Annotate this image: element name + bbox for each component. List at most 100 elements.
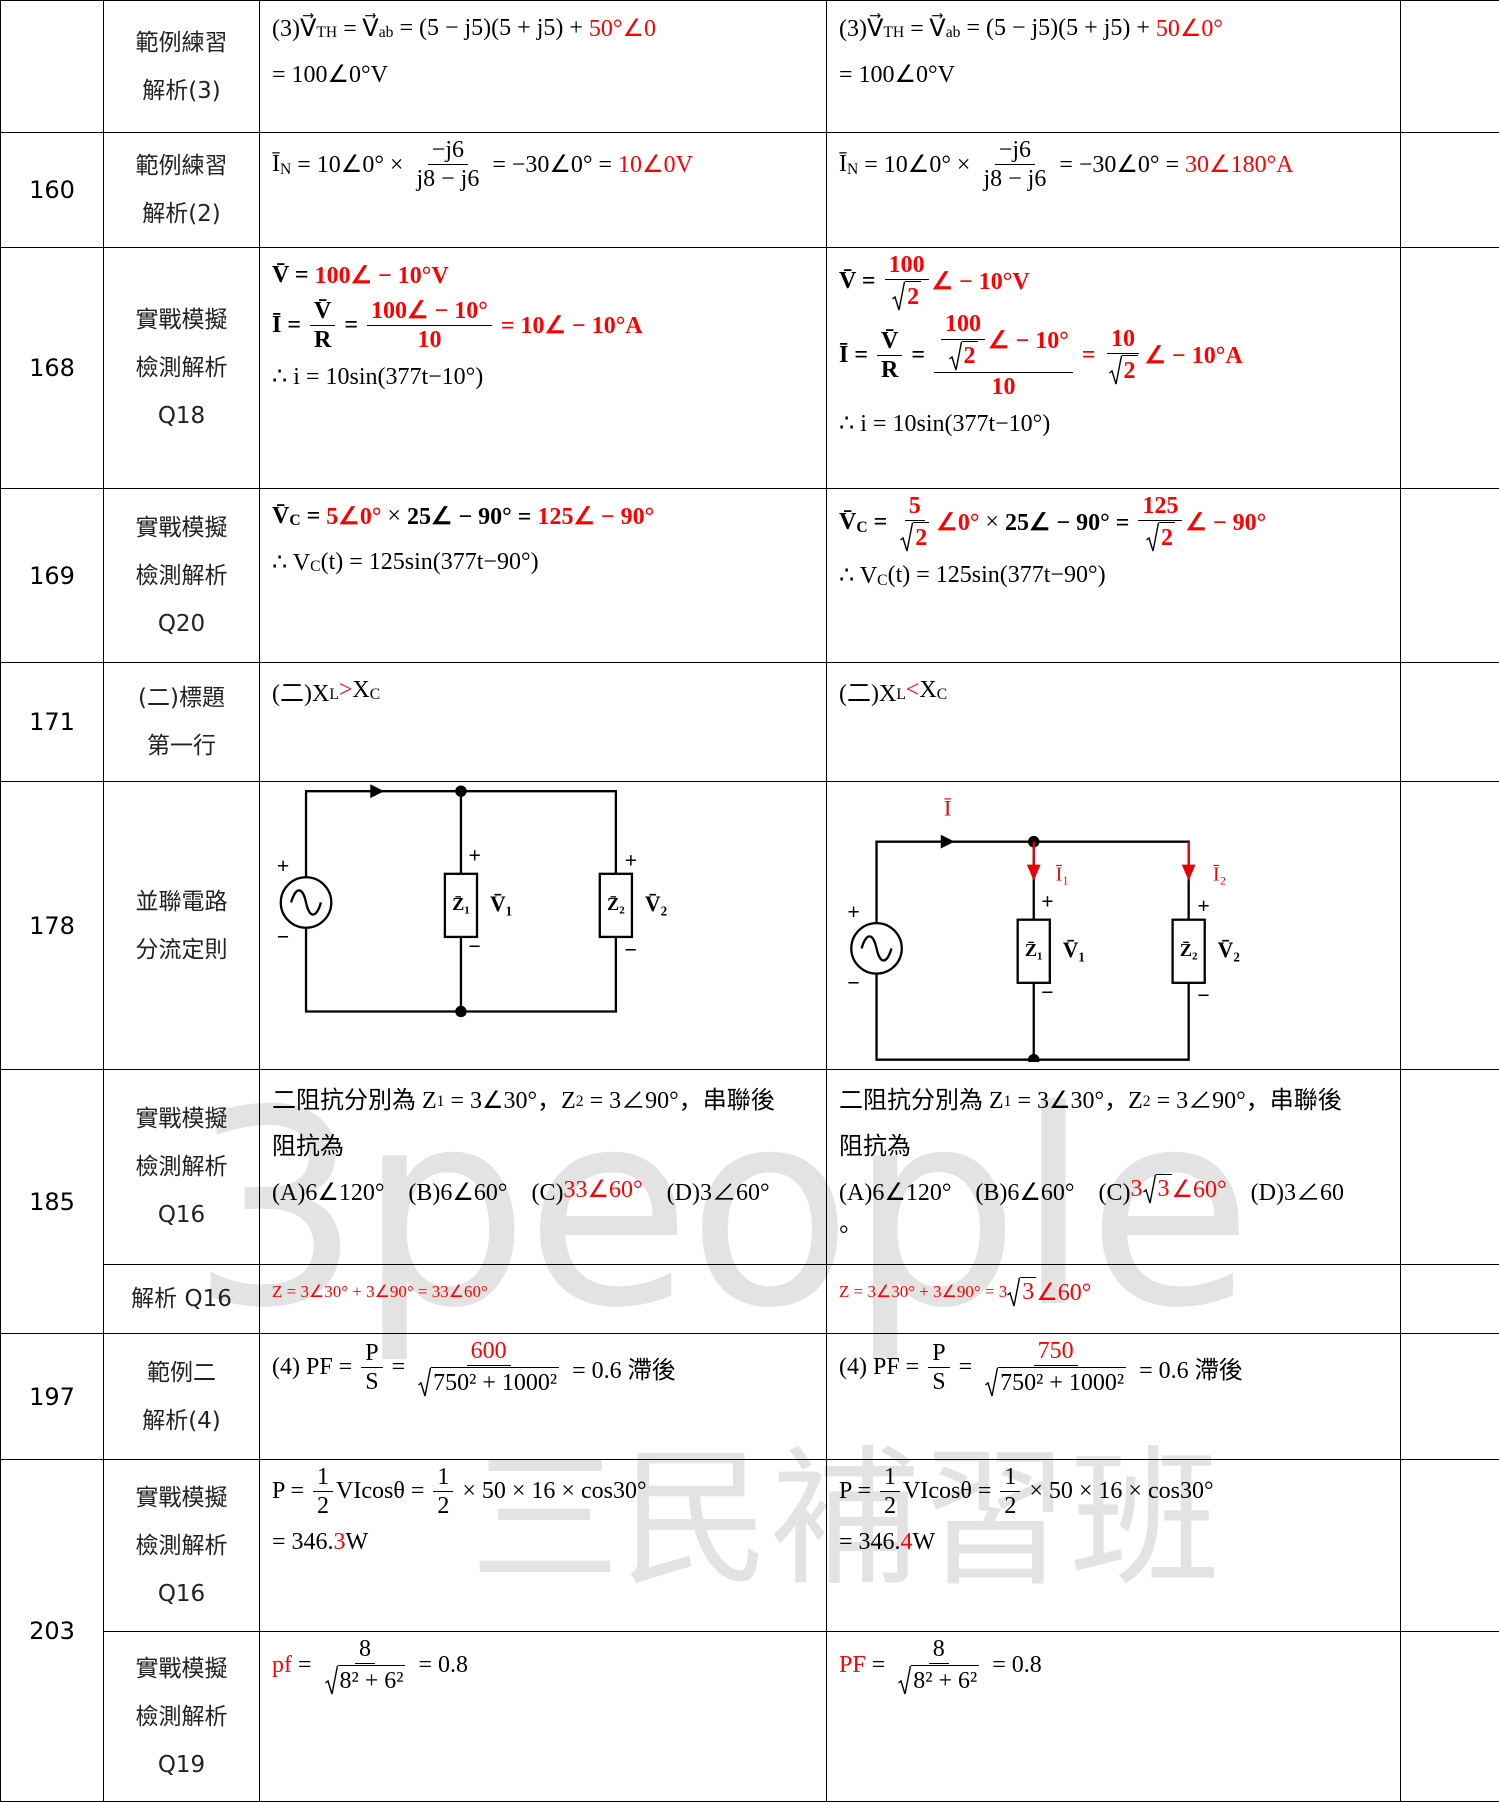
- location-line: 分流定則: [104, 926, 259, 974]
- math-text: W: [346, 1529, 369, 1556]
- fraction: V̄R: [310, 298, 335, 354]
- note: [1401, 663, 1499, 782]
- square-root: 8² + 6²: [898, 1665, 979, 1695]
- current-label: Ī₂: [1213, 865, 1226, 886]
- math-text: =: [1076, 342, 1102, 369]
- denominator: 2: [433, 1492, 453, 1519]
- denominator: S: [928, 1368, 949, 1395]
- radicand: 8² + 6²: [911, 1665, 979, 1695]
- radicand: 2: [1159, 522, 1175, 552]
- math-text: (4) PF =: [272, 1354, 358, 1381]
- math-text: =: [866, 1652, 892, 1679]
- square-root: 2: [1146, 522, 1175, 552]
- math-text: W: [913, 1529, 936, 1556]
- math-text: 2: [437, 1493, 449, 1519]
- radicand: 3: [1020, 1277, 1036, 1307]
- math-text: °: [839, 1222, 849, 1249]
- math-text: Z = 3∠30° + 3∠90° = 33∠60°: [272, 1282, 488, 1302]
- original-content: Z = 3∠30° + 3∠90° = 33∠60°: [260, 1265, 827, 1334]
- numerator: −j6: [995, 137, 1035, 165]
- current-arrow: [941, 835, 955, 849]
- formula-line: (A)6∠120° (B)6∠60° (C)33∠60° (D)3∠60°: [272, 1166, 816, 1212]
- polarity: −: [847, 971, 859, 995]
- denominator: 2: [945, 340, 982, 371]
- location: 範例二解析(4): [104, 1334, 260, 1460]
- denominator: 750² + 1000²: [981, 1366, 1130, 1397]
- math-text: 1: [437, 1464, 449, 1490]
- square-root: 8² + 6²: [325, 1665, 406, 1695]
- math-text: 4: [901, 1529, 913, 1556]
- math-text: 5∠0°: [326, 502, 381, 531]
- math-text: = 346.: [839, 1529, 901, 1556]
- math-text: =: [292, 1652, 318, 1679]
- math-text: X: [919, 677, 936, 704]
- denominator: 2: [888, 280, 925, 311]
- square-root: 750² + 1000²: [418, 1367, 559, 1397]
- square-root: 2: [1109, 355, 1138, 385]
- math-text: 10: [1111, 326, 1135, 352]
- location-line: 檢測解析: [104, 552, 259, 600]
- numerator: 1: [1000, 1464, 1020, 1492]
- math-text: = 0.6 滯後: [566, 1350, 676, 1385]
- location-line: 實戰模擬: [104, 1645, 259, 1693]
- denominator: 2: [313, 1492, 333, 1519]
- voltage-label: V̄₂: [1218, 938, 1240, 962]
- math-text: = (5 − j5)(5 + j5) +: [393, 15, 588, 42]
- math-text: = 3∠90°，串聯後: [584, 1080, 775, 1115]
- fraction: V̄R: [877, 328, 902, 384]
- math-text: 2: [964, 343, 976, 369]
- math-text: V̄: [839, 509, 856, 536]
- location-line: 實戰模擬: [104, 296, 259, 344]
- math-text: (t) = 125sin(377t−90°): [888, 562, 1106, 589]
- math-text: ab: [379, 24, 394, 42]
- note: [1401, 782, 1499, 1070]
- math-text: 1: [1004, 1464, 1016, 1490]
- numerator: 1: [433, 1464, 453, 1492]
- location-line: (二)標題: [104, 674, 259, 722]
- math-text: 二阻抗分別為 Z: [272, 1080, 437, 1115]
- math-text: 125∠ − 90°: [537, 502, 654, 531]
- note: [1401, 1632, 1499, 1802]
- math-text: pf: [272, 1652, 292, 1679]
- math-text: 1: [1004, 1093, 1012, 1111]
- page-number: 160: [1, 133, 104, 248]
- math-text: −j6: [432, 137, 464, 163]
- node: [455, 1006, 466, 1017]
- math-text: = 10∠0° ×: [291, 150, 409, 179]
- radicand: 2: [905, 281, 921, 311]
- math-text: ∴ i = 10sin(377t−10°): [272, 362, 483, 391]
- math-text: = 346.: [272, 1529, 334, 1556]
- math-text: N: [847, 161, 858, 179]
- math-text: 2: [1161, 525, 1173, 551]
- polarity: +: [847, 900, 859, 924]
- math-text: 3: [1131, 1176, 1143, 1203]
- location-line: 解析(4): [104, 1397, 259, 1445]
- math-text: S: [365, 1369, 378, 1395]
- polarity: +: [277, 854, 289, 878]
- location-line: Q18: [104, 392, 259, 440]
- math-text: 50∠0°: [1156, 14, 1223, 43]
- radicand: 2: [962, 341, 978, 371]
- impedance-label: Z̄₁: [1025, 940, 1043, 960]
- math-text: = 3∠30°，Z: [1011, 1080, 1142, 1115]
- math-text: = V⃗: [337, 14, 379, 43]
